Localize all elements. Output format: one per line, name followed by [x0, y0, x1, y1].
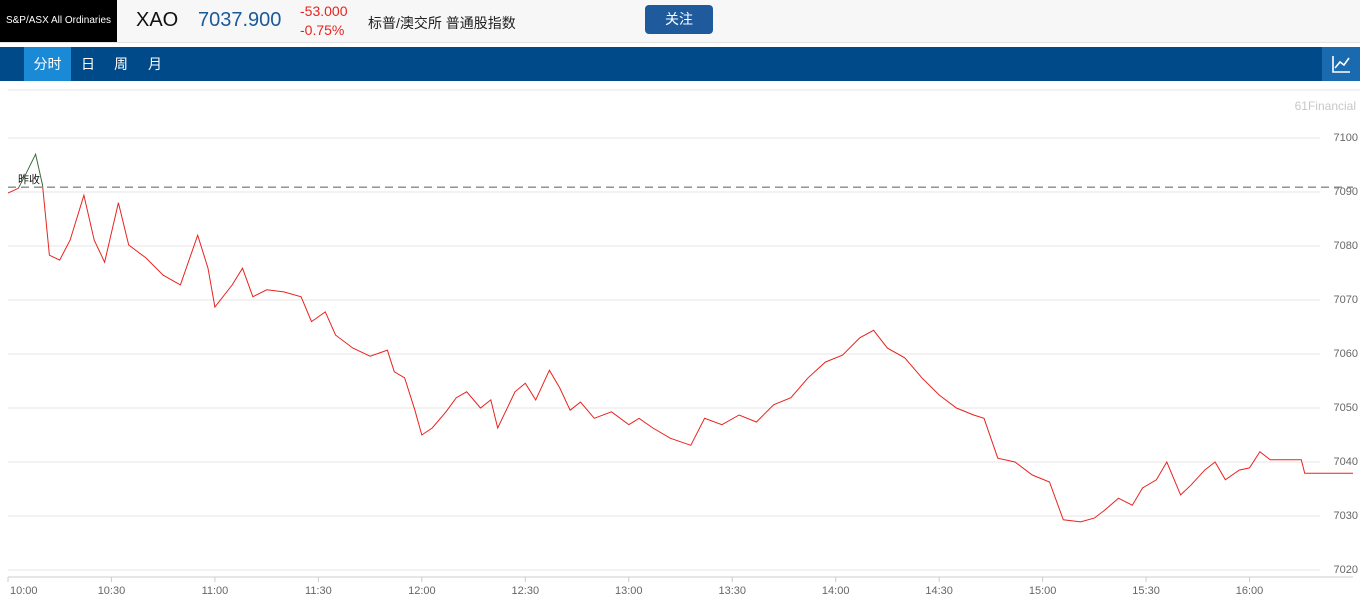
y-tick-label: 7090	[1334, 186, 1358, 198]
x-tick-label: 16:00	[1236, 585, 1264, 597]
change: -53.000	[300, 3, 348, 19]
symbol: XAO	[136, 9, 179, 31]
price-line	[7, 152, 1353, 523]
nav-bar: 分时 日 周 月	[0, 47, 1360, 81]
x-tick-label: 11:30	[305, 585, 332, 597]
x-tick-label: 10:30	[98, 585, 126, 597]
y-tick-label: 7060	[1334, 348, 1358, 360]
y-tick-label: 7080	[1334, 240, 1358, 252]
follow-button[interactable]: 关注	[645, 5, 713, 34]
change-pct: -0.75%	[300, 22, 345, 38]
x-tick-label: 14:30	[925, 585, 953, 597]
x-tick-label: 15:30	[1132, 585, 1160, 597]
y-tick-label: 7020	[1334, 564, 1358, 576]
x-tick-label: 13:30	[718, 585, 746, 597]
tab[interactable]: 分时	[24, 47, 71, 81]
x-tick-label: 14:00	[822, 585, 850, 597]
y-tick-label: 7050	[1334, 402, 1358, 414]
x-tick-label: 10:00	[10, 585, 38, 597]
index-name: S&P/ASX All Ordinaries	[0, 0, 117, 42]
y-tick-label: 7030	[1334, 510, 1358, 522]
tab[interactable]: 日	[81, 56, 95, 72]
x-tick-label: 15:00	[1029, 585, 1057, 597]
price: 7037.900	[198, 9, 282, 31]
x-tick-label: 12:00	[408, 585, 436, 597]
watermark: 61Financial	[1295, 99, 1356, 113]
x-tick-label: 11:00	[202, 585, 229, 597]
description: 标普/澳交所 普通股指数	[368, 15, 516, 31]
x-tick-label: 12:30	[512, 585, 540, 597]
x-tick-label: 13:00	[615, 585, 643, 597]
tab[interactable]: 月	[148, 56, 162, 72]
chart-toggle[interactable]	[1322, 47, 1360, 81]
y-tick-label: 7100	[1334, 132, 1358, 144]
tab[interactable]: 周	[114, 56, 128, 72]
prev-close-label: 昨收	[18, 172, 40, 186]
chart-icon	[1332, 56, 1350, 73]
y-tick-label: 7070	[1334, 294, 1358, 306]
header: S&P/ASX All Ordinaries XAO 7037.900 -53.…	[0, 0, 1360, 43]
y-tick-label: 7040	[1334, 456, 1358, 468]
